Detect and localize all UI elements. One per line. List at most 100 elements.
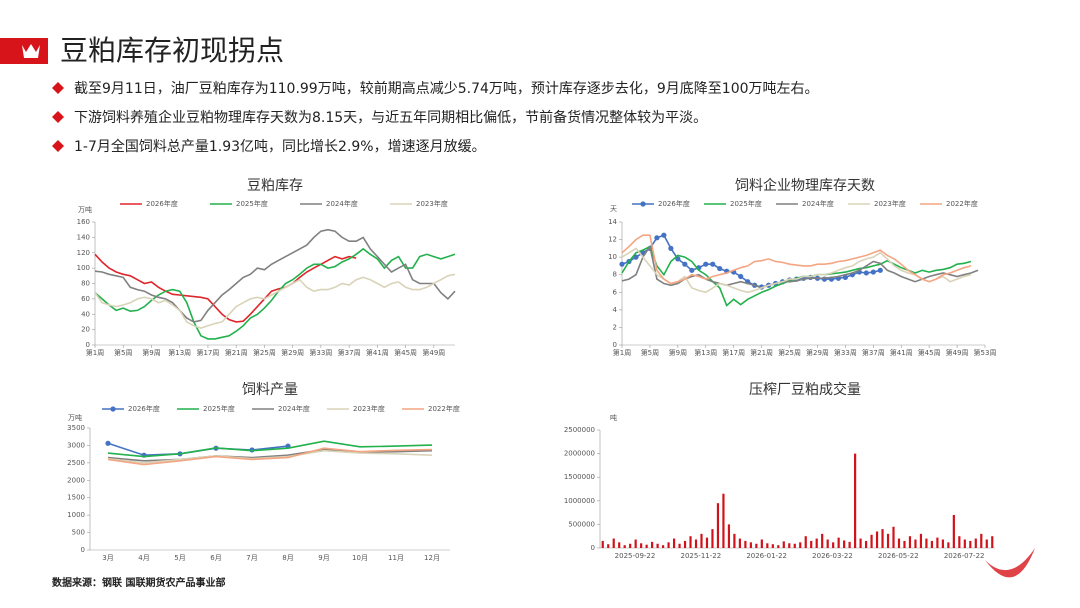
x-tick-label: 2026-07-22 — [944, 552, 985, 560]
series-line — [107, 442, 289, 457]
legend-label: 2024年度 — [802, 199, 834, 208]
bar — [859, 538, 862, 548]
bullet-icon — [52, 140, 64, 152]
series-line — [621, 245, 972, 307]
bar — [766, 543, 769, 548]
y-tick-label: 8 — [613, 271, 617, 279]
y-tick-label: 1500000 — [564, 473, 595, 481]
legend-marker — [110, 406, 116, 412]
series-marker — [689, 267, 695, 273]
y-tick-label: 3500 — [67, 424, 85, 432]
bar — [793, 543, 796, 548]
series-line — [107, 440, 433, 458]
bar — [711, 529, 714, 548]
y-tick-label: 4 — [613, 306, 618, 314]
series-marker — [703, 261, 709, 267]
x-tick-label: 第25周 — [778, 348, 801, 357]
x-tick-label: 2025-09-22 — [615, 552, 656, 560]
source-note: 数据来源：钢联 国联期货农产品事业部 — [52, 576, 225, 589]
series-marker — [682, 261, 688, 267]
bar — [716, 503, 720, 548]
bullet-icon — [52, 111, 64, 123]
bar — [744, 540, 747, 548]
bar — [705, 537, 709, 548]
y-tick-label: 1500 — [67, 494, 85, 502]
bar — [645, 544, 648, 548]
series-line — [94, 228, 456, 323]
legend-marker — [640, 201, 646, 207]
chart-title: 压榨厂豆粕成交量 — [749, 381, 861, 398]
x-tick-label: 12月 — [424, 554, 440, 562]
x-tick-label: 第33周 — [834, 348, 857, 357]
y-tick-label: 10 — [608, 253, 617, 261]
y-tick-label: 2000000 — [564, 450, 595, 458]
y-tick-label: 60 — [81, 295, 90, 303]
y-tick-label: 3000 — [67, 441, 85, 449]
bar — [821, 533, 824, 548]
bar — [738, 538, 741, 548]
chart-title: 豆粕库存 — [247, 178, 303, 194]
x-tick-label: 第45周 — [394, 348, 417, 357]
y-tick-label: 2500 — [67, 459, 85, 467]
y-unit: 天 — [610, 205, 617, 213]
series-line — [621, 244, 979, 289]
x-tick-label: 6月 — [210, 554, 221, 562]
y-tick-label: 0 — [81, 546, 85, 554]
bar — [640, 543, 643, 548]
bar — [919, 533, 923, 548]
x-tick-label: 2026-05-22 — [878, 552, 919, 560]
bar — [623, 545, 626, 548]
x-tick-label: 5月 — [174, 554, 185, 562]
bar — [980, 533, 983, 548]
bar — [837, 537, 840, 548]
y-tick-label: 80 — [81, 280, 90, 288]
x-tick-label: 第5周 — [114, 348, 132, 357]
y-tick-label: 2000 — [67, 476, 85, 484]
legend-label: 2022年度 — [946, 199, 978, 208]
chart-title: 饲料产量 — [242, 382, 298, 398]
bar — [678, 543, 681, 548]
bar — [651, 541, 654, 548]
bar — [947, 542, 950, 548]
series-marker — [105, 440, 111, 446]
bar — [886, 533, 890, 548]
chart-title: 饲料企业物理库存天数 — [735, 177, 875, 194]
series-marker — [842, 274, 848, 280]
bar — [875, 531, 879, 548]
bar — [963, 539, 966, 548]
bar — [854, 453, 857, 548]
x-tick-label: 第37周 — [338, 348, 361, 357]
bar — [629, 543, 632, 548]
bar — [683, 540, 687, 548]
x-tick-label: 第49周 — [422, 348, 445, 357]
y-tick-label: 500 — [72, 529, 85, 537]
bar — [749, 542, 752, 548]
x-tick-label: 第41周 — [366, 348, 389, 357]
y-tick-label: 1000 — [67, 511, 85, 519]
bar — [991, 536, 994, 548]
series-marker — [870, 269, 876, 275]
x-tick-label: 第41周 — [890, 348, 913, 357]
bar — [826, 539, 829, 548]
bar — [799, 542, 802, 548]
bar — [908, 536, 912, 548]
bar — [958, 536, 961, 548]
bar — [612, 538, 615, 548]
legend-label: 2023年度 — [353, 404, 385, 413]
legend-label: 2025年度 — [236, 199, 268, 208]
series-marker — [877, 267, 883, 273]
corner-decoration — [985, 548, 1035, 578]
x-tick-label: 4月 — [138, 554, 149, 562]
bar — [804, 536, 807, 548]
x-tick-label: 第9周 — [669, 348, 687, 357]
x-tick-label: 第29周 — [806, 348, 829, 357]
bar — [985, 539, 988, 548]
x-tick-label: 第1周 — [613, 348, 631, 357]
bar — [618, 542, 621, 548]
bullet-text: 1-7月全国饲料总产量1.93亿吨，同比增长2.9%，增速逐月放缓。 — [74, 138, 486, 155]
bar — [952, 514, 955, 548]
bar — [848, 541, 851, 548]
legend-label: 2025年度 — [203, 404, 235, 413]
x-tick-label: 第33周 — [309, 348, 332, 357]
legend-label: 2025年度 — [730, 199, 762, 208]
